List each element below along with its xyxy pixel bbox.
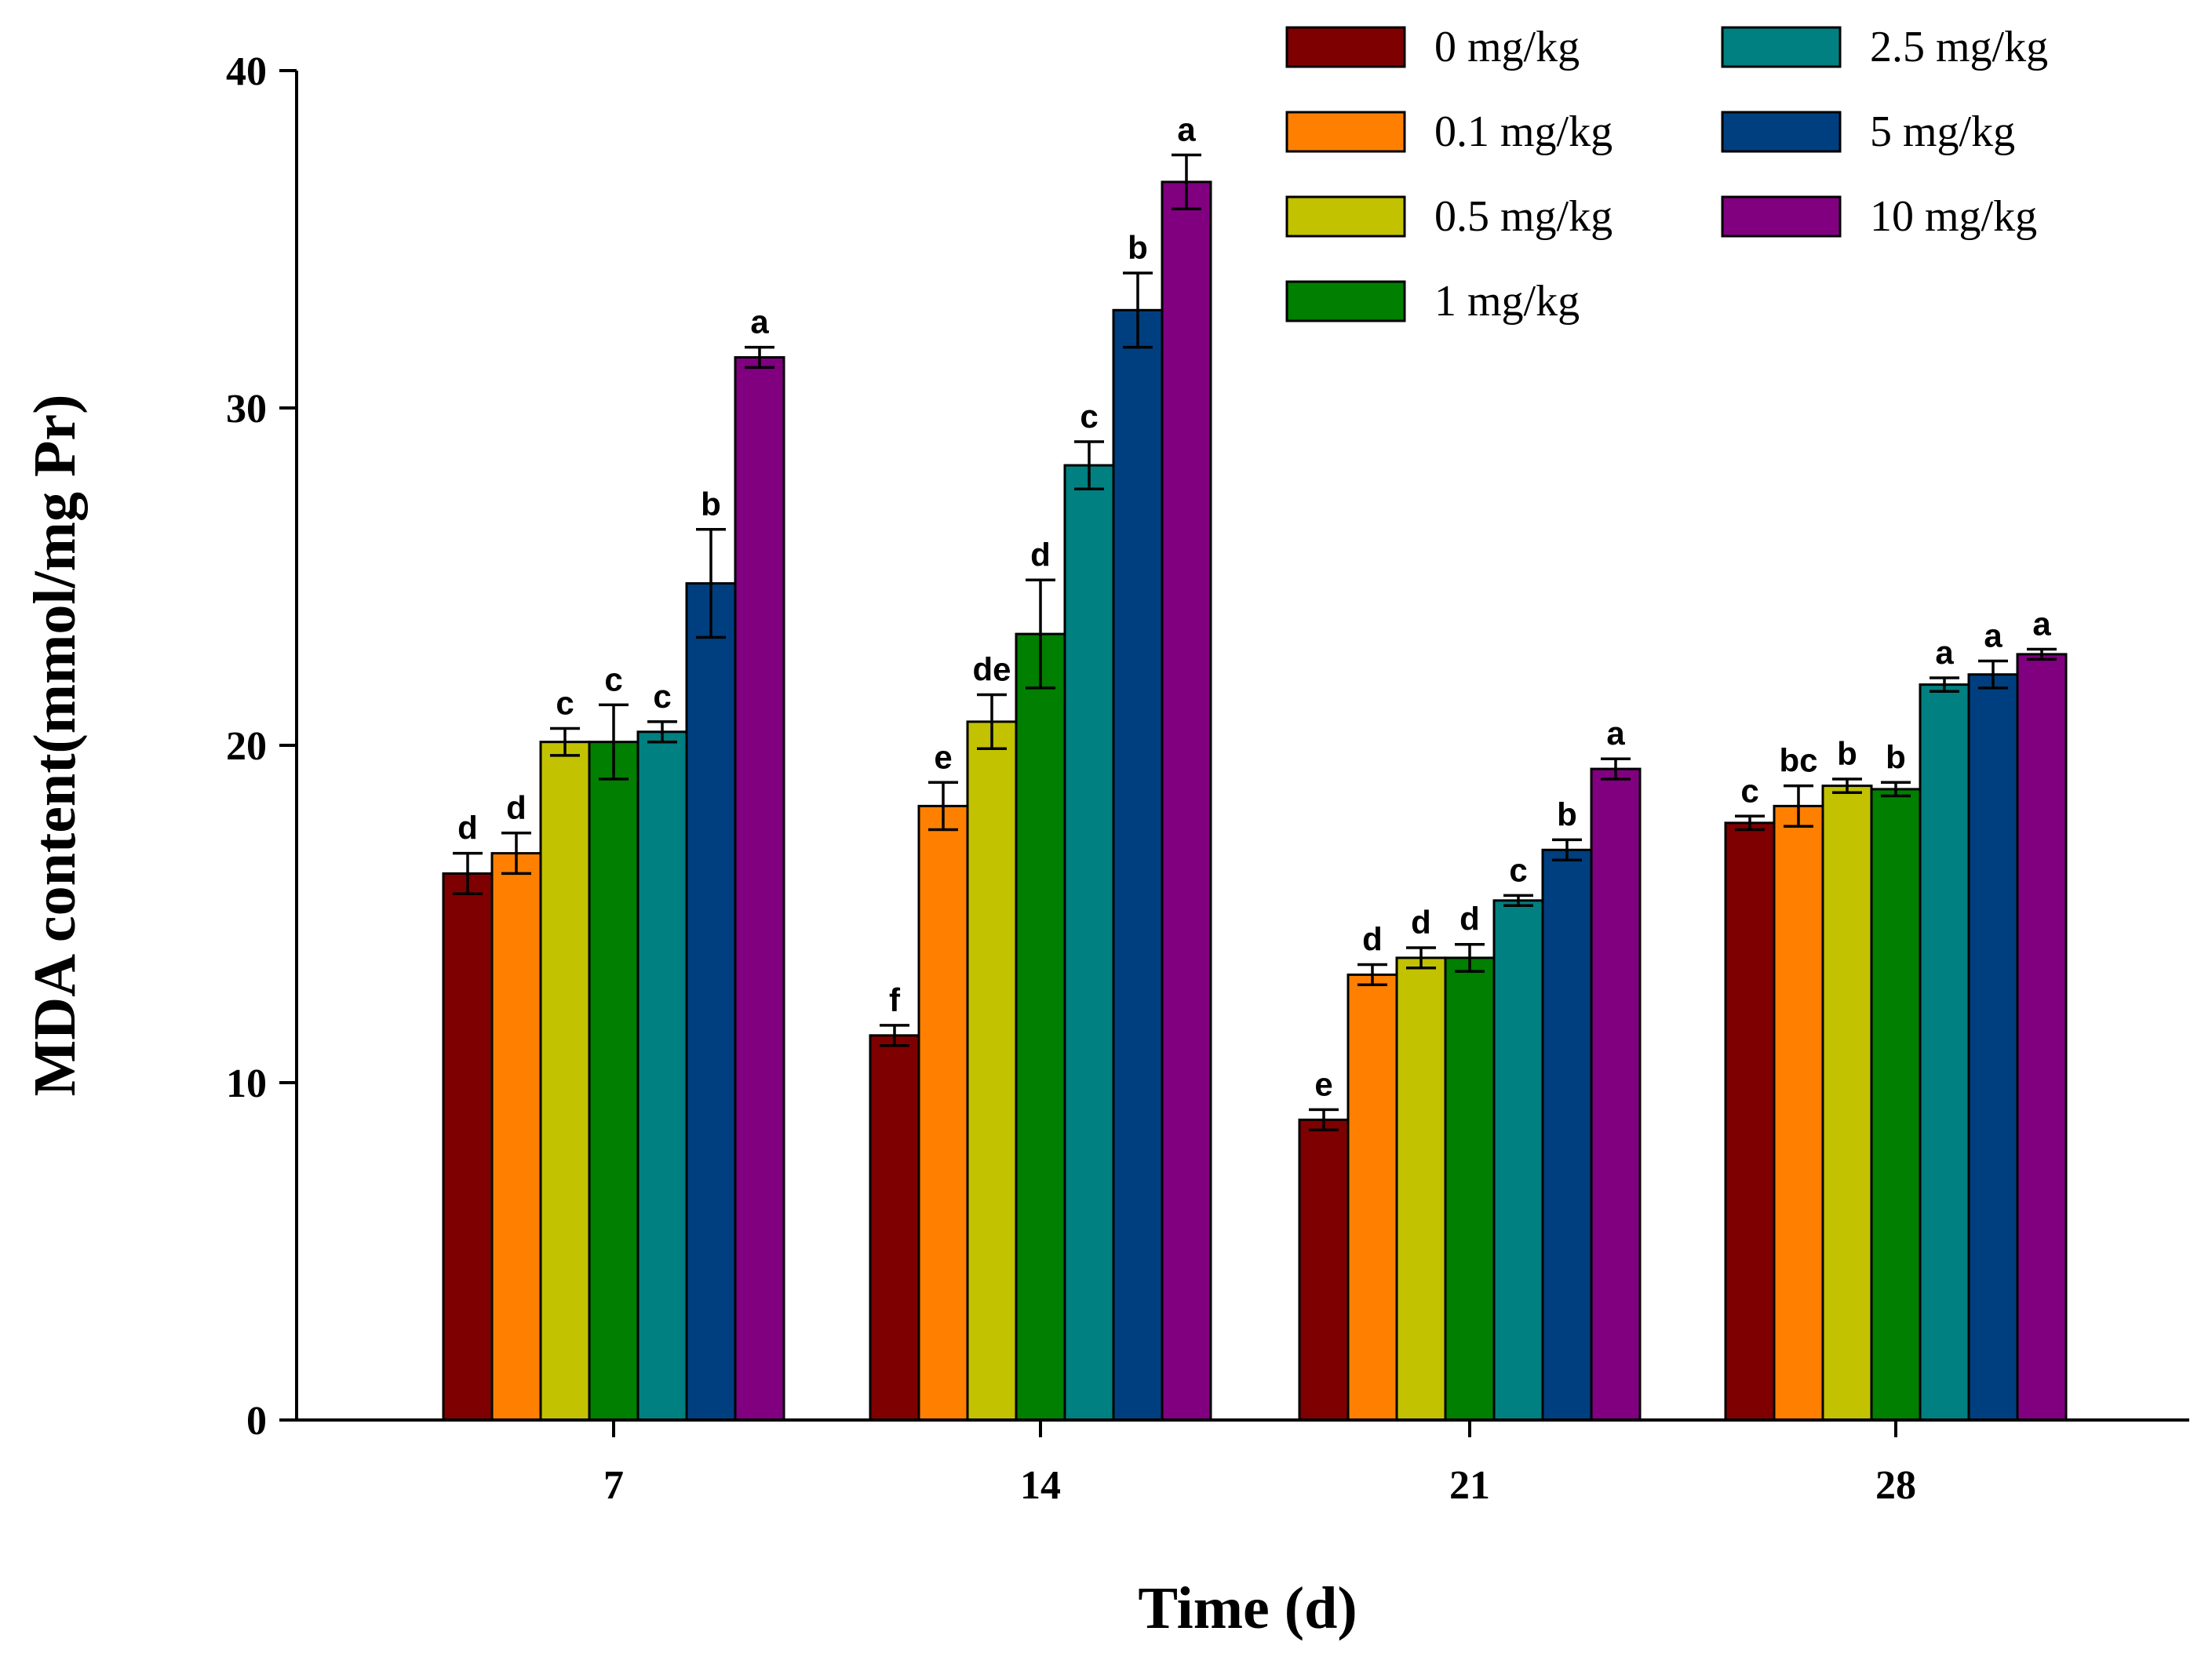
bar — [490, 852, 542, 1422]
bar — [539, 741, 591, 1422]
y-tick-label: 10 — [226, 1061, 267, 1106]
significance-label: a — [1177, 111, 1196, 148]
significance-label: a — [1984, 617, 2002, 654]
bar — [1967, 673, 2019, 1422]
legend-label: 5 mg/kg — [1870, 107, 2015, 156]
legend-swatch — [1721, 26, 1842, 68]
bar — [1444, 956, 1496, 1422]
significance-label: c — [1080, 398, 1098, 435]
significance-label: f — [889, 981, 901, 1018]
significance-label: b — [1886, 738, 1906, 775]
significance-label: b — [1128, 229, 1148, 266]
bar — [1063, 464, 1115, 1422]
significance-label: e — [1314, 1065, 1332, 1102]
legend-label: 10 mg/kg — [1870, 192, 2037, 241]
significance-label: c — [1740, 772, 1758, 809]
significance-label: b — [1837, 735, 1857, 772]
legend-label: 0 mg/kg — [1434, 23, 1580, 71]
bar — [734, 356, 785, 1422]
bar — [1870, 788, 1922, 1422]
x-axis-title: Time (d) — [1138, 1575, 1357, 1641]
legend-swatch — [1285, 195, 1406, 238]
bar — [869, 1034, 920, 1422]
y-tick-label: 40 — [226, 49, 267, 94]
legend-label: 0.1 mg/kg — [1434, 107, 1613, 156]
y-tick-label: 30 — [226, 387, 267, 431]
significance-label: d — [506, 789, 527, 826]
bar — [966, 720, 1018, 1422]
significance-label: a — [2032, 605, 2051, 642]
bar — [2016, 653, 2068, 1422]
significance-label: c — [604, 661, 622, 697]
x-tick-label: 7 — [603, 1463, 624, 1508]
x-tick-label: 28 — [1875, 1463, 1916, 1508]
bar — [1724, 821, 1776, 1422]
y-tick-label: 0 — [246, 1399, 267, 1444]
bar — [1015, 632, 1066, 1422]
ticks-layer: 0 10 20 30 40 7 14 21 28 — [226, 49, 1916, 1508]
significance-label: a — [1606, 715, 1625, 752]
bar — [1492, 899, 1544, 1422]
significance-label: c — [1509, 851, 1527, 888]
legend-label: 2.5 mg/kg — [1870, 23, 2048, 71]
significance-label: c — [556, 685, 574, 722]
bar — [1919, 683, 1970, 1422]
bar — [636, 730, 688, 1422]
significance-label: d — [457, 810, 478, 847]
significance-label: d — [1411, 904, 1431, 941]
significance-label: bc — [1779, 742, 1817, 779]
significance-label: d — [1459, 901, 1480, 938]
bar — [1161, 180, 1212, 1422]
bar — [917, 804, 969, 1422]
bar — [1773, 804, 1824, 1422]
bar — [1590, 767, 1642, 1422]
significance-label: de — [972, 651, 1011, 688]
bar — [1298, 1118, 1350, 1422]
significance-label: a — [750, 304, 769, 340]
significance-label: b — [701, 486, 721, 523]
significance-label: b — [1557, 796, 1577, 832]
significance-label: d — [1030, 536, 1051, 573]
legend-swatch — [1285, 26, 1406, 68]
x-tick-label: 14 — [1020, 1463, 1061, 1508]
bar — [442, 872, 494, 1422]
bar — [588, 741, 640, 1422]
significance-label: d — [1362, 921, 1383, 958]
significance-label: c — [653, 678, 671, 715]
y-tick-label: 20 — [226, 724, 267, 769]
y-axis-title: MDA content(mmol/mg Pr) — [22, 395, 88, 1097]
bar — [1395, 956, 1447, 1422]
significance-label: e — [934, 738, 952, 775]
legend-label: 1 mg/kg — [1434, 277, 1580, 326]
significance-label: a — [1935, 634, 1954, 671]
legend-swatch — [1285, 111, 1406, 153]
x-tick-label: 21 — [1449, 1463, 1490, 1508]
legend: 0 mg/kg 0.1 mg/kg 0.5 mg/kg 1 mg/kg 2.5 mg/k… — [1285, 23, 2048, 326]
legend-swatch — [1721, 111, 1842, 153]
bar — [1112, 308, 1164, 1422]
legend-label: 0.5 mg/kg — [1434, 192, 1613, 241]
legend-swatch — [1285, 280, 1406, 322]
bar — [685, 582, 737, 1422]
legend-swatch — [1721, 195, 1842, 238]
bar — [1821, 785, 1873, 1422]
bar — [1347, 973, 1398, 1422]
bar — [1541, 848, 1593, 1422]
